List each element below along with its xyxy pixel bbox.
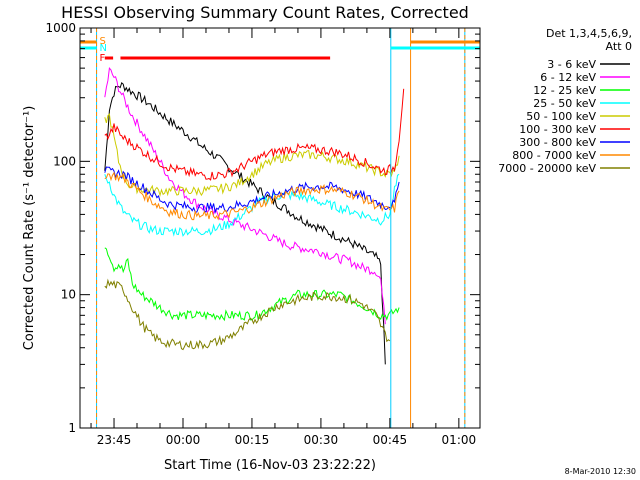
x-tick-label: 00:45 xyxy=(373,433,408,447)
series-line-6 xyxy=(104,166,400,215)
series-line-7 xyxy=(104,171,400,221)
flag-label: N xyxy=(100,43,107,54)
y-tick-label: 10 xyxy=(61,288,76,302)
legend-label: 25 - 50 keV xyxy=(533,97,596,110)
flag-label: F xyxy=(100,53,106,64)
x-tick-label: 01:00 xyxy=(442,433,477,447)
x-axis: 23:45 00:00 00:15 00:30 00:45 01:00 xyxy=(90,28,477,447)
series-layer xyxy=(104,67,405,365)
plot-frame xyxy=(79,27,481,429)
series-line-2 xyxy=(104,247,400,322)
y-tick-label: 1000 xyxy=(45,21,76,35)
x-tick-label: 00:30 xyxy=(304,433,339,447)
y-axis: 1 10 100 1000 xyxy=(45,21,480,435)
legend-label: 6 - 12 keV xyxy=(540,71,596,84)
y-tick-label: 100 xyxy=(53,154,76,168)
legend-header-2: Att 0 xyxy=(606,40,632,53)
footer-timestamp: 8-Mar-2010 12:30 xyxy=(565,467,636,476)
chart-title: HESSI Observing Summary Count Rates, Cor… xyxy=(61,3,469,22)
legend-label: 3 - 6 keV xyxy=(547,58,596,71)
x-tick-label: 00:15 xyxy=(235,433,270,447)
legend-label: 12 - 25 keV xyxy=(533,84,596,97)
series-line-1 xyxy=(104,67,386,325)
legend-label: 100 - 300 keV xyxy=(519,123,596,136)
series-line-5 xyxy=(104,88,405,181)
y-axis-label: Corrected Count Rate (s⁻¹ detector⁻¹) xyxy=(22,106,37,351)
flag-label: S xyxy=(100,36,106,47)
x-tick-label: 23:45 xyxy=(97,433,132,447)
legend-label: 7000 - 20000 keV xyxy=(498,162,596,175)
overlay-layer: SNF xyxy=(80,28,480,428)
legend-label: 300 - 800 keV xyxy=(519,136,596,149)
x-tick-label: 00:00 xyxy=(166,433,201,447)
legend-label: 50 - 100 keV xyxy=(526,110,596,123)
x-axis-label: Start Time (16-Nov-03 23:22:22) xyxy=(164,458,376,473)
legend-label: 800 - 7000 keV xyxy=(512,149,596,162)
y-tick-label: 1 xyxy=(68,421,76,435)
legend-header-1: Det 1,3,4,5,6,9, xyxy=(546,27,632,40)
series-line-0 xyxy=(104,82,386,365)
series-line-8 xyxy=(104,278,391,351)
